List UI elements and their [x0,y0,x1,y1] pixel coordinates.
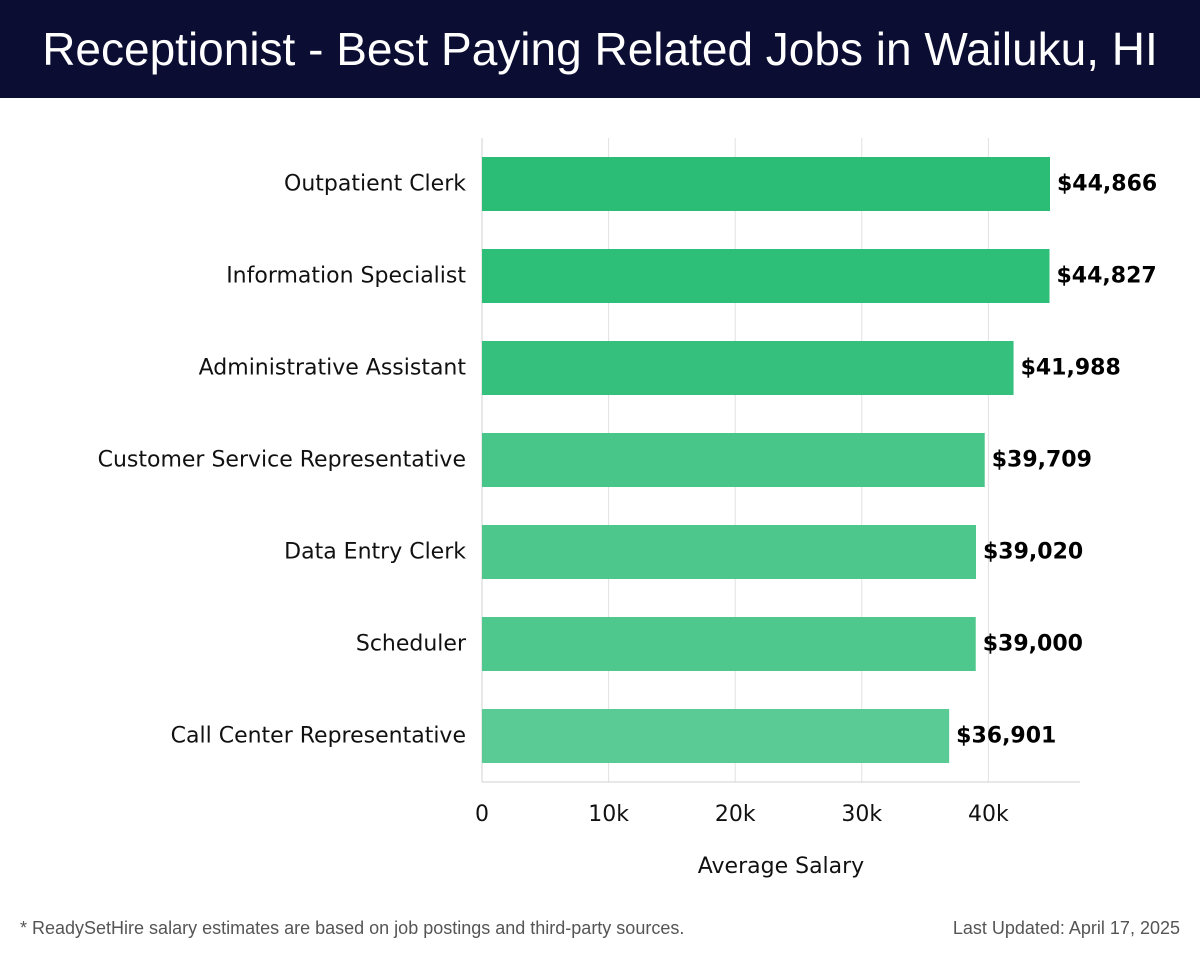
last-updated: Last Updated: April 17, 2025 [952,918,1180,938]
category-label: Call Center Representative [171,724,466,749]
header-banner: Receptionist - Best Paying Related Jobs … [0,0,1200,98]
category-label: Data Entry Clerk [284,540,466,565]
data-label: $39,000 [983,632,1083,657]
bar [482,525,976,579]
data-label: $36,901 [956,724,1056,749]
bar [482,249,1050,303]
data-label: $44,827 [1057,264,1157,289]
x-axis-label: Average Salary [698,854,864,879]
category-label: Outpatient Clerk [284,172,466,197]
x-tick-label: 10k [588,802,629,827]
x-tick-label: 30k [841,802,882,827]
data-label: $41,988 [1021,356,1121,381]
category-label: Scheduler [356,632,467,657]
category-label: Customer Service Representative [98,448,466,473]
data-label: $44,866 [1057,172,1157,197]
bar [482,433,985,487]
bar [482,709,950,763]
data-label: $39,020 [983,540,1083,565]
bar [482,341,1014,395]
category-label: Administrative Assistant [199,356,467,381]
page-title: Receptionist - Best Paying Related Jobs … [42,23,1158,75]
footer-note: * ReadySetHire salary estimates are base… [20,918,685,938]
bar-chart: Outpatient Clerk $44,866 Information Speci… [98,138,1157,879]
x-tick-label: 20k [715,802,756,827]
x-tick-label: 0 [475,802,489,827]
bar [482,617,976,671]
category-label: Information Specialist [226,264,466,289]
x-tick-label: 40k [968,802,1009,827]
data-label: $39,709 [992,448,1092,473]
bar [482,157,1051,211]
